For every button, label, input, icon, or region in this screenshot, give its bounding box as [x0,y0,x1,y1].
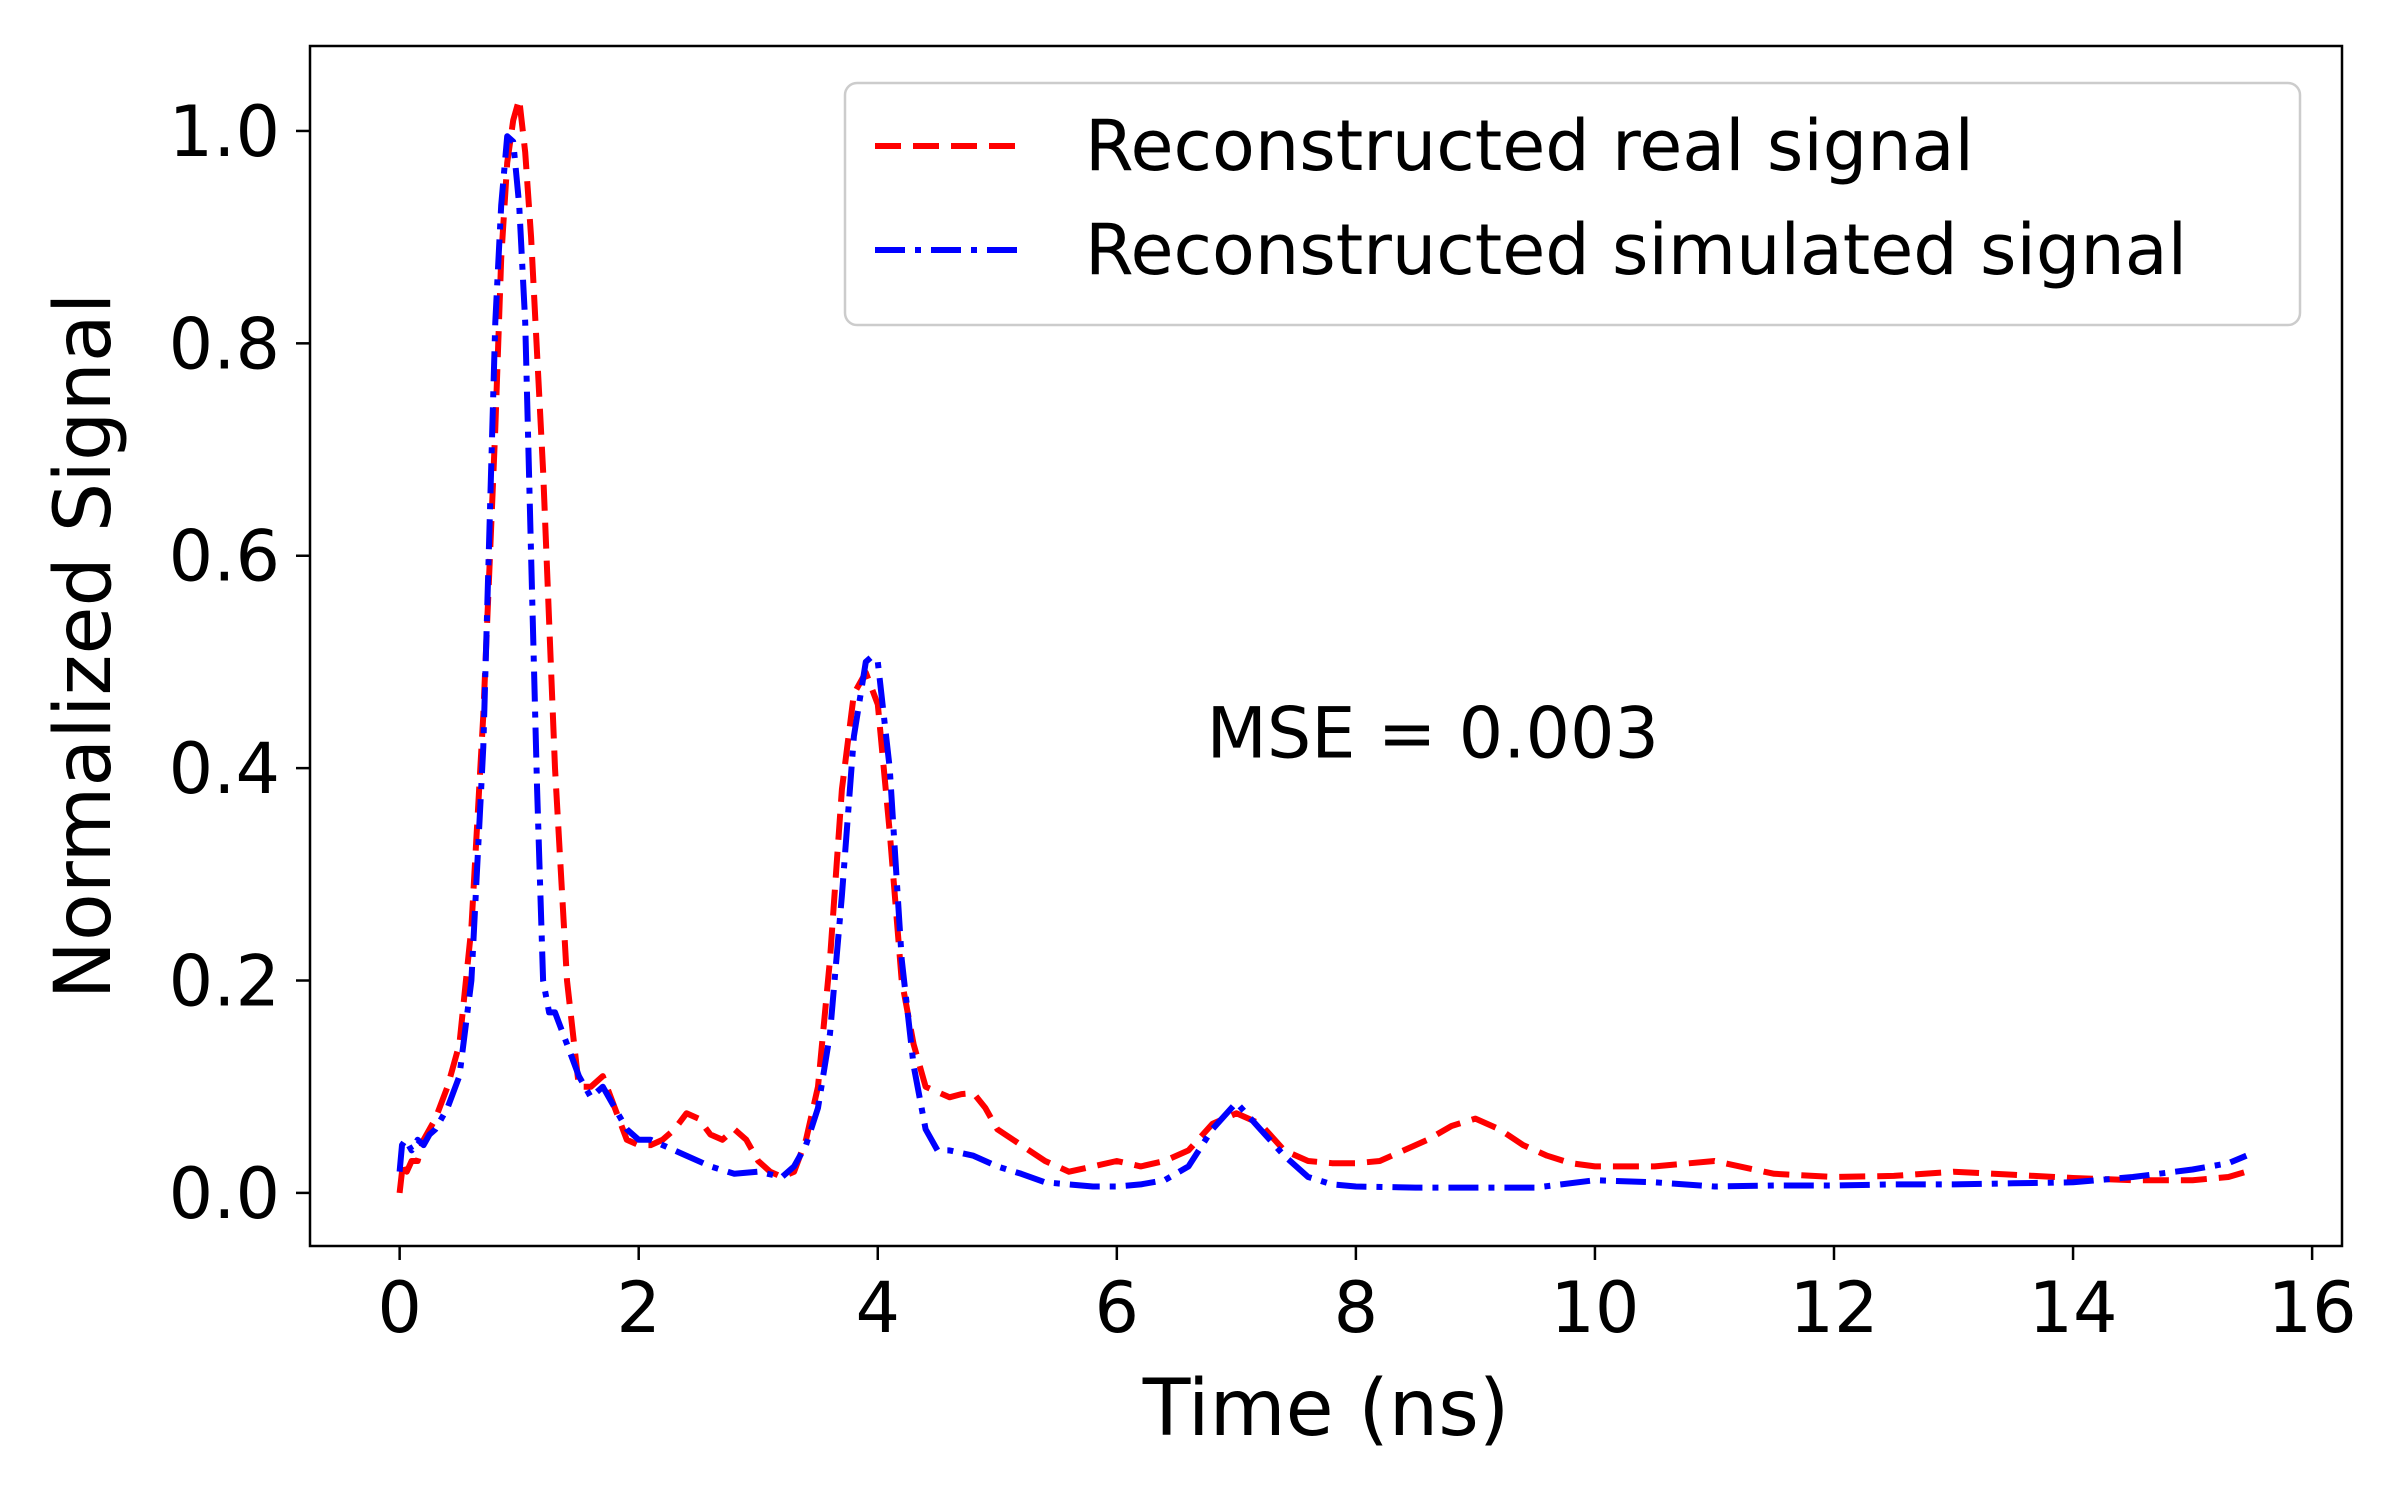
x-tick-label: 16 [2268,1267,2357,1349]
x-tick-label: 8 [1334,1267,1379,1349]
series-line-real [396,96,2248,1194]
legend-label-real: Reconstructed real signal [1085,105,1974,187]
legend-box [843,81,2302,327]
plot-area-frame [308,44,2344,1248]
x-tick-label: 12 [1789,1267,1878,1349]
x-axis-ticks: 0 2 4 6 8 10 12 14 16 [377,1246,2357,1349]
legend-label-simulated: Reconstructed simulated signal [1085,209,2187,291]
y-tick-label: 0.0 [169,1153,280,1235]
y-tick-label: 0.2 [169,941,280,1023]
y-tick-label: 0.4 [169,728,280,810]
series-layer [396,96,2248,1194]
series-line-simulated [396,133,2248,1191]
legend: Reconstructed real signal Reconstructed … [843,81,2302,327]
x-tick-label: 2 [616,1267,661,1349]
mse-annotation: MSE = 0.003 [1206,693,1659,775]
x-tick-label: 6 [1095,1267,1140,1349]
x-tick-label: 4 [855,1267,900,1349]
x-tick-label: 0 [377,1267,422,1349]
x-tick-label: 10 [1550,1267,1639,1349]
x-tick-label: 14 [2029,1267,2118,1349]
y-tick-label: 1.0 [169,91,280,173]
y-tick-label: 0.6 [169,516,280,598]
y-tick-label: 0.8 [169,303,280,385]
y-axis-ticks: 0.0 0.2 0.4 0.6 0.8 1.0 [169,91,310,1235]
y-axis-label: Normalized Signal [39,293,129,1000]
x-axis-label: Time (ns) [1142,1364,1510,1454]
